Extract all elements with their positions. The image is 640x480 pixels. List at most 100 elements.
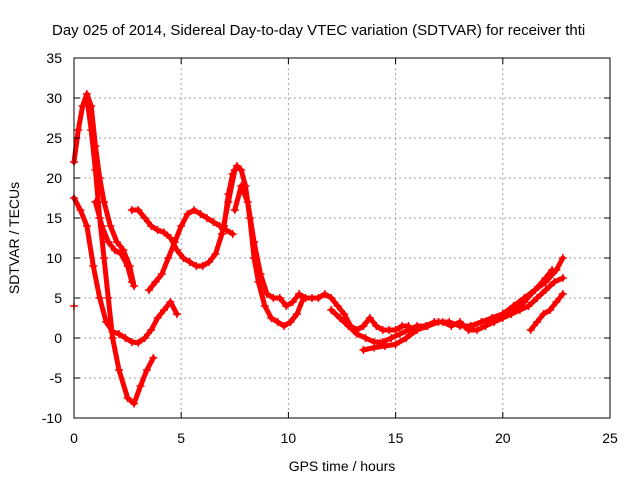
data-point bbox=[256, 270, 265, 278]
data-point bbox=[183, 210, 192, 218]
series-line bbox=[221, 163, 306, 329]
data-point bbox=[445, 318, 454, 326]
y-tick-label: 35 bbox=[46, 50, 62, 66]
data-point bbox=[74, 126, 83, 134]
y-tick-label: 20 bbox=[46, 170, 62, 186]
y-tick-label: 0 bbox=[54, 330, 62, 346]
data-point bbox=[434, 318, 443, 326]
data-point bbox=[205, 258, 214, 266]
chart-title: Day 025 of 2014, Sidereal Day-to-day VTE… bbox=[52, 22, 585, 39]
series-track-12 bbox=[526, 290, 567, 334]
data-point bbox=[361, 334, 370, 342]
data-point bbox=[541, 274, 550, 282]
data-point bbox=[164, 254, 173, 262]
plot-frame bbox=[73, 57, 611, 419]
data-point bbox=[237, 166, 246, 174]
data-point bbox=[76, 206, 85, 214]
series-layer bbox=[70, 90, 567, 408]
data-point bbox=[153, 314, 162, 322]
data-point bbox=[142, 366, 151, 374]
data-point bbox=[196, 210, 205, 218]
series-line bbox=[232, 183, 411, 333]
data-point bbox=[260, 302, 269, 310]
data-point bbox=[97, 222, 106, 230]
data-point bbox=[151, 278, 160, 286]
data-point bbox=[95, 294, 104, 302]
data-point bbox=[552, 298, 561, 306]
data-point bbox=[121, 334, 130, 342]
data-point bbox=[209, 218, 218, 226]
data-point bbox=[177, 222, 186, 230]
data-point bbox=[365, 314, 374, 322]
data-point bbox=[295, 290, 304, 298]
series-track-11 bbox=[466, 266, 557, 330]
data-point bbox=[477, 318, 486, 326]
data-point bbox=[327, 306, 336, 314]
data-point bbox=[232, 162, 241, 170]
data-point bbox=[498, 310, 507, 318]
data-point bbox=[102, 318, 111, 326]
data-point bbox=[282, 302, 291, 310]
series-track-2 bbox=[82, 94, 158, 408]
data-point bbox=[123, 394, 132, 402]
data-point bbox=[198, 262, 207, 270]
data-point bbox=[466, 322, 475, 330]
data-point bbox=[145, 286, 154, 294]
data-point bbox=[91, 166, 100, 174]
data-point bbox=[100, 198, 109, 206]
data-point bbox=[78, 102, 87, 110]
data-point bbox=[108, 327, 117, 336]
y-tick-label: 10 bbox=[46, 250, 62, 266]
data-point bbox=[228, 230, 237, 238]
data-point bbox=[202, 214, 211, 222]
axis-ticks: 0 5 10 15 20 25 -10 -5 0 5 10 15 20 25 30 35 bbox=[42, 50, 618, 446]
data-point bbox=[100, 254, 109, 262]
data-point bbox=[127, 278, 136, 286]
y-tick-label: 5 bbox=[54, 290, 62, 306]
data-point bbox=[558, 254, 567, 262]
data-point bbox=[134, 206, 143, 214]
series-track-7 bbox=[220, 162, 308, 330]
data-point bbox=[87, 126, 96, 134]
y-tick-label: 25 bbox=[46, 130, 62, 146]
data-point bbox=[134, 338, 143, 347]
data-point bbox=[106, 222, 115, 230]
data-point bbox=[520, 298, 529, 306]
data-point bbox=[402, 334, 411, 342]
data-point bbox=[539, 310, 548, 318]
data-point bbox=[250, 238, 259, 246]
x-tick-label: 25 bbox=[602, 430, 618, 446]
data-point bbox=[359, 322, 368, 330]
data-point bbox=[533, 294, 542, 302]
y-axis-label: SDTVAR / TECUs bbox=[6, 182, 22, 294]
series-track-4 bbox=[91, 198, 136, 286]
data-point bbox=[115, 330, 124, 338]
x-tick-label: 20 bbox=[495, 430, 511, 446]
data-point bbox=[333, 302, 342, 310]
data-point bbox=[387, 334, 396, 342]
data-point bbox=[220, 222, 229, 230]
data-point bbox=[230, 206, 239, 214]
data-point bbox=[541, 286, 550, 294]
data-point bbox=[286, 318, 295, 326]
data-point bbox=[104, 294, 113, 302]
x-tick-label: 10 bbox=[281, 430, 297, 446]
data-point bbox=[391, 326, 400, 334]
data-point bbox=[172, 310, 181, 318]
data-point bbox=[91, 198, 100, 206]
data-point bbox=[280, 322, 289, 330]
data-point bbox=[380, 342, 389, 350]
data-point bbox=[153, 226, 162, 234]
data-point bbox=[140, 334, 149, 342]
data-point bbox=[89, 262, 98, 270]
data-point bbox=[344, 322, 353, 330]
data-point bbox=[370, 343, 379, 352]
data-point bbox=[530, 286, 539, 294]
data-point bbox=[190, 206, 199, 214]
data-point bbox=[550, 278, 559, 286]
data-point bbox=[160, 228, 169, 237]
data-point bbox=[267, 314, 276, 322]
data-point bbox=[160, 306, 169, 314]
data-point bbox=[211, 250, 220, 258]
